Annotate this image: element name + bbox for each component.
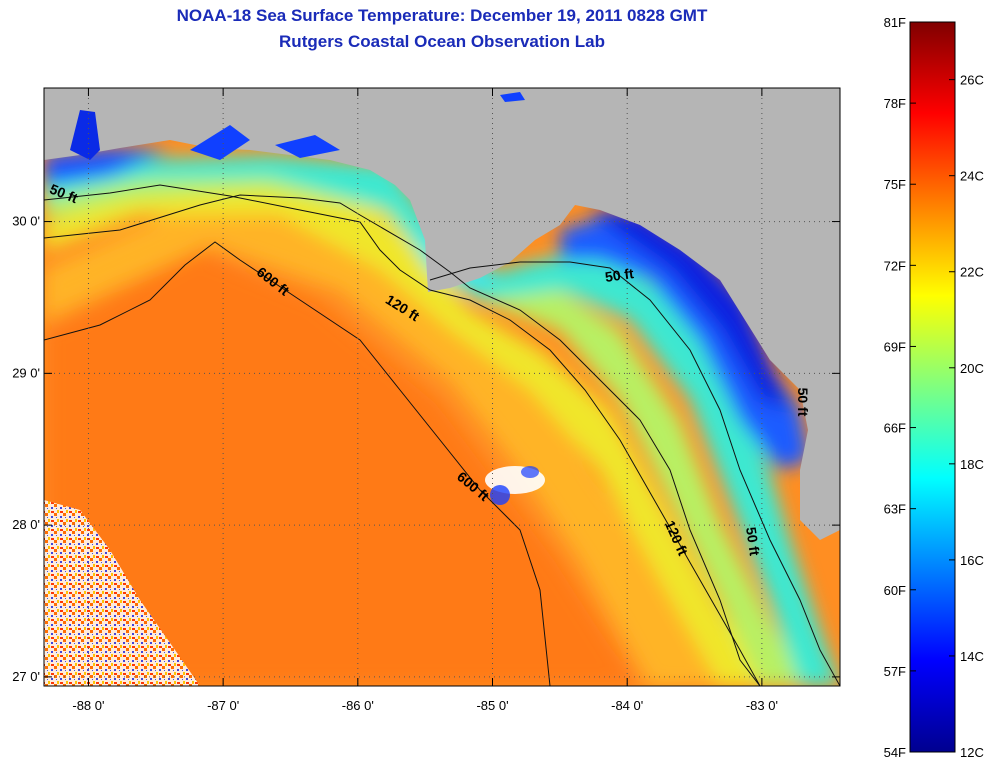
colorbar-fahrenheit-labels: 81F 78F 75F 72F 69F 66F 63F 60F 57F 54F — [884, 15, 916, 760]
map-frame — [43, 87, 841, 687]
colorbar-label-c: 16C — [960, 553, 984, 568]
lon-tick-label: -83 0' — [746, 698, 778, 713]
lon-tick-label: -87 0' — [207, 698, 239, 713]
lat-tick-label: 27 0' — [12, 669, 40, 684]
colorbar-label-c: 24C — [960, 169, 984, 184]
colorbar-label-f: 63F — [884, 502, 906, 517]
map-subtitle: Rutgers Coastal Ocean Observation Lab — [279, 32, 605, 51]
lon-tick-label: -84 0' — [611, 698, 643, 713]
colorbar-label-f: 75F — [884, 177, 906, 192]
lon-tick-label: -86 0' — [342, 698, 374, 713]
lat-tick-label: 28 0' — [12, 517, 40, 532]
colorbar — [909, 21, 956, 753]
contour-label: 50 ft — [795, 388, 811, 417]
cloud-patch — [485, 466, 545, 505]
colorbar-label-f: 60F — [884, 583, 906, 598]
colorbar-label-c: 22C — [960, 265, 984, 280]
contour-label: 50 ft — [604, 265, 635, 285]
colorbar-label-f: 54F — [884, 745, 906, 760]
colorbar-label-c: 26C — [960, 73, 984, 88]
longitude-axis: -88 0' -87 0' -86 0' -85 0' -84 0' -83 0' — [72, 88, 778, 713]
colorbar-celsius-labels: 26C 24C 22C 20C 18C 16C 14C 12C — [949, 73, 984, 760]
lat-tick-label: 29 0' — [12, 365, 40, 380]
colorbar-label-c: 20C — [960, 361, 984, 376]
colorbar-label-c: 14C — [960, 649, 984, 664]
depth-contours — [44, 184, 840, 686]
lat-tick-label: 30 0' — [12, 214, 40, 229]
colorbar-label-f: 57F — [884, 664, 906, 679]
lon-tick-label: -88 0' — [72, 698, 104, 713]
colorbar-label-f: 78F — [884, 96, 906, 111]
map-title: NOAA-18 Sea Surface Temperature: Decembe… — [176, 6, 708, 25]
lon-tick-label: -85 0' — [476, 698, 508, 713]
land-mass — [44, 88, 840, 540]
latitude-axis: 27 0' 28 0' 29 0' 30 0' — [12, 214, 840, 684]
colorbar-label-c: 18C — [960, 457, 984, 472]
colorbar-label-f: 72F — [884, 258, 906, 273]
contour-label: 50 ft — [743, 526, 763, 557]
colorbar-label-f: 69F — [884, 339, 906, 354]
sst-image — [44, 88, 840, 686]
colorbar-label-c: 12C — [960, 745, 984, 760]
colorbar-label-f: 81F — [884, 15, 906, 30]
colorbar-label-f: 66F — [884, 421, 906, 436]
